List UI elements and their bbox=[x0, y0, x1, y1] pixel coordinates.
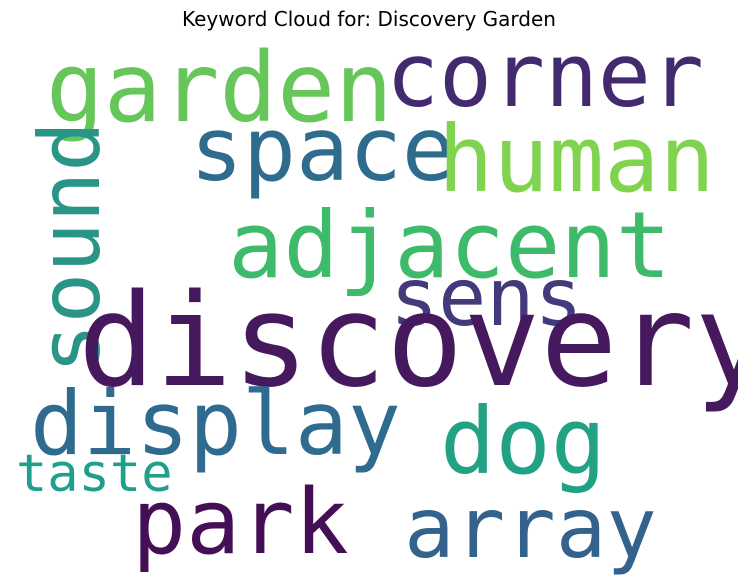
word-park: park bbox=[132, 470, 349, 575]
word-human: human bbox=[438, 106, 715, 213]
word-taste: taste bbox=[16, 444, 173, 504]
word-sens: sens bbox=[390, 251, 583, 344]
chart-title: Keyword Cloud for: Discovery Garden bbox=[182, 7, 556, 31]
word-space: space bbox=[190, 98, 455, 201]
word-corner: corner bbox=[386, 24, 704, 127]
word-discovery: discovery bbox=[78, 267, 738, 416]
word-adjacent: adjacent bbox=[228, 192, 672, 299]
word-dog: dog bbox=[440, 388, 607, 495]
word-garden: garden bbox=[46, 32, 393, 144]
word-display: display bbox=[30, 372, 401, 475]
word-array: array bbox=[404, 479, 657, 577]
